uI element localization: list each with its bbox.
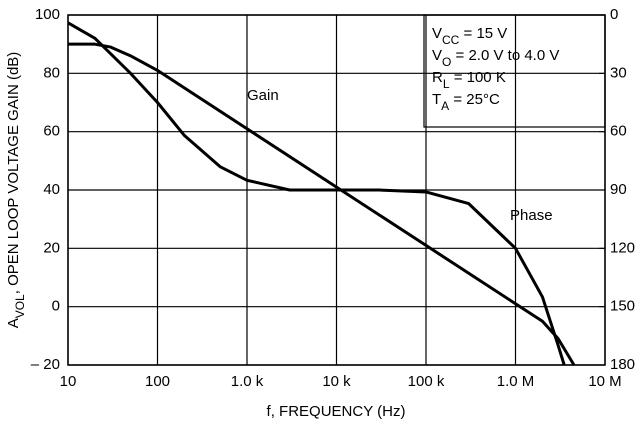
y-tick-label: 40: [43, 181, 60, 198]
annotation-part: O: [442, 55, 451, 69]
y-axis-label-part: , OPEN LOOP VOLTAGE GAIN (dB): [5, 52, 22, 295]
y-tick-label: 100: [35, 6, 60, 23]
annotation-part: A: [441, 99, 449, 113]
annotation-box: [423, 14, 606, 128]
annotation-part: R: [432, 69, 443, 86]
x-tick-label: 100 k: [408, 373, 445, 390]
plot-frame: [67, 14, 606, 366]
x-tick-label: 1.0 k: [231, 373, 264, 390]
y-tick-label: 0: [52, 298, 60, 315]
y-tick-label: 80: [43, 64, 60, 81]
annotation: VCC = 15 V: [432, 25, 507, 47]
y-axis-label: AVOL, OPEN LOOP VOLTAGE GAIN (dB): [5, 52, 27, 329]
y2-tick-label: 180: [610, 356, 635, 373]
y-axis-label-part: A: [5, 318, 22, 328]
y2-tick-label: 90: [610, 181, 627, 198]
annotation-part: = 100 K: [450, 69, 506, 86]
annotation: RL = 100 K: [432, 69, 506, 91]
y2-tick-label: 0: [610, 6, 618, 23]
annotation-part: = 25°C: [449, 91, 500, 108]
series-label: Gain: [247, 87, 279, 104]
x-tick-label: 10: [60, 373, 77, 390]
series-line: [68, 42, 576, 366]
annotation: TA = 25°C: [432, 91, 500, 113]
y-tick-label: – 20: [31, 356, 60, 373]
annotation-part: = 15 V: [459, 25, 507, 42]
x-axis-label: f, FREQUENCY (Hz): [267, 403, 406, 420]
y2-tick-label: 150: [610, 298, 635, 315]
y2-tick-label: 30: [610, 64, 627, 81]
annotation-part: = 2.0 V to 4.0 V: [451, 47, 559, 64]
x-tick-label: 10 k: [322, 373, 351, 390]
y2-tick-label: 120: [610, 239, 635, 256]
annotation-part: T: [432, 91, 441, 108]
x-tick-label: 1.0 M: [497, 373, 535, 390]
x-tick-label: 100: [145, 373, 170, 390]
y2-tick-label: 60: [610, 123, 627, 140]
series-label: Phase: [510, 207, 553, 224]
x-tick-label: 10 M: [588, 373, 621, 390]
series-line: [67, 21, 566, 366]
annotation: VO = 2.0 V to 4.0 V: [432, 47, 559, 69]
y-tick-label: 60: [43, 123, 60, 140]
y-axis-label-part: VOL: [13, 294, 27, 318]
annotation-part: CC: [442, 33, 460, 47]
annotation-part: V: [432, 47, 442, 64]
y-tick-label: 20: [43, 239, 60, 256]
annotation-part: L: [443, 77, 450, 91]
annotation-part: V: [432, 25, 442, 42]
